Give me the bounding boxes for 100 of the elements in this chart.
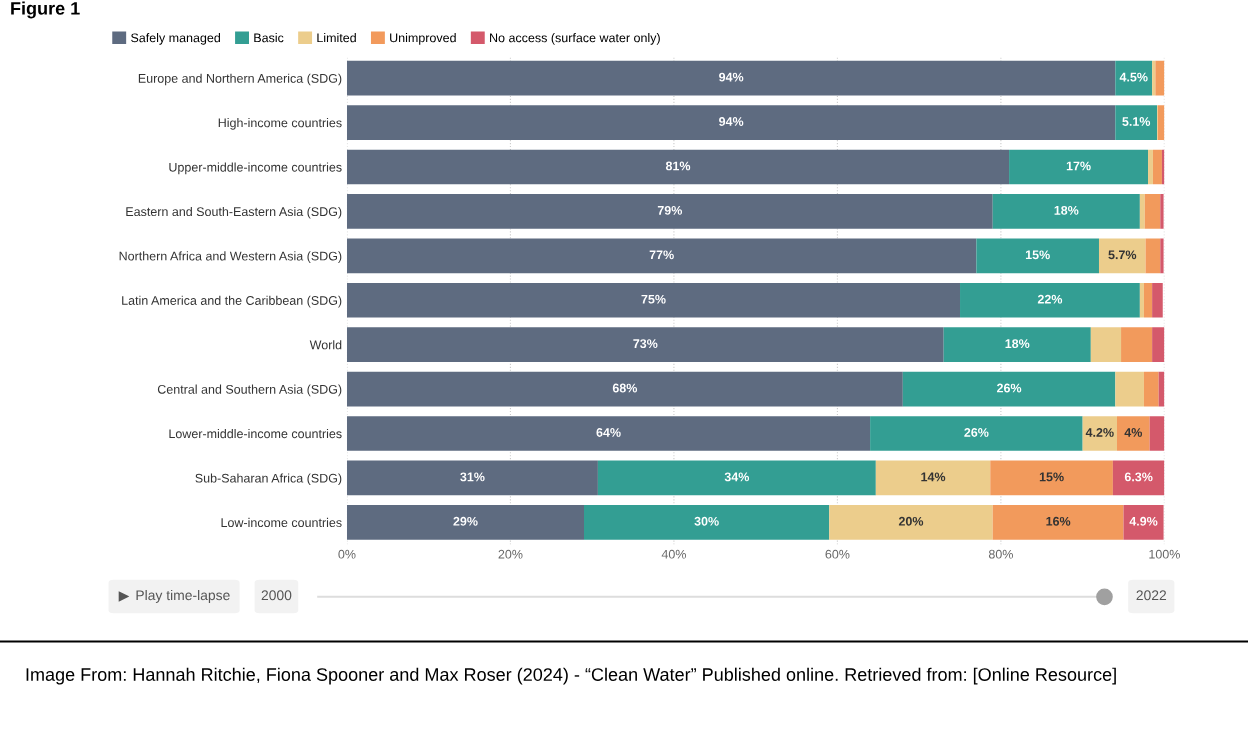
bar [584,505,830,540]
bar [1152,327,1165,363]
data-label: 81% [665,161,691,171]
bar [829,505,993,540]
data-label: 31% [460,472,485,482]
bar [346,238,977,274]
text: Image From: Hannah Ritchie, Fiona Spooner and Max Roser (2024) - “Clean Water” Published online. Retrieved from: [Online Resource] [26,667,1116,685]
data-label: 17% [1066,161,1091,171]
data-label: 4.9% [1129,516,1158,526]
bar [346,460,598,496]
y-tick-label: Northern Africa and Western Asia (SDG) [119,251,342,263]
y-tick-label: Upper-middle-income countries [169,162,342,175]
bar [597,460,876,496]
bar [346,149,1010,185]
bar [346,327,944,363]
bar [875,460,991,496]
y-tick-label: Low-income countries [221,517,342,528]
data-label: 20% [898,516,924,526]
data-label: 18% [1005,339,1030,349]
bar [346,282,961,318]
y-tick-label: High-income countries [218,118,342,130]
y-tick-label: Eastern and South-Eastern Asia (SDG) [126,206,342,219]
bar [1143,282,1153,318]
data-label: 64% [596,428,621,437]
text: Figure 1 [11,1,80,19]
data-label: 73% [633,339,658,349]
bar [902,371,1116,407]
data-label: 5.1% [1122,117,1151,126]
bar [1112,460,1165,496]
data-label: 94% [719,117,744,126]
bar [1143,371,1159,407]
x-tick-label: 40% [661,549,686,559]
bar [992,194,1140,229]
text: 2022 [1136,590,1167,601]
bar [1009,149,1149,185]
data-label: 15% [1025,250,1050,260]
data-label: 29% [453,516,478,526]
bar [1155,60,1165,96]
data-label: 14% [921,472,946,482]
bar [1152,282,1163,318]
bar [960,282,1140,318]
data-label: 4.5% [1119,72,1148,82]
data-label: 94% [719,72,744,82]
data-label: 26% [964,428,989,437]
y-tick-label: Central and Southern Asia (SDG) [157,384,342,397]
data-label: 34% [724,472,750,482]
bar [1160,238,1164,274]
legend-label: Limited [317,33,356,43]
data-label: 79% [657,205,683,215]
text: 2000 [261,590,292,601]
bar [1144,194,1161,229]
data-label: 77% [649,250,674,260]
legend-label: No access (surface water only) [490,33,660,45]
legend-label: Basic [254,33,284,43]
bar [1115,371,1144,407]
bar [1148,149,1153,185]
data-label: 5.7% [1108,250,1137,260]
bar [346,416,871,451]
legend-label: Unimproved [390,33,456,45]
data-label: 22% [1037,294,1063,304]
bar [1123,505,1164,540]
bar [346,371,903,407]
bar [992,505,1124,540]
bar [1152,149,1162,185]
x-tick-label: 0% [338,549,356,559]
bar [1145,238,1161,274]
x-tick-label: 100% [1149,549,1180,559]
y-tick-label: Latin America and the Caribbean (SDG) [122,295,342,308]
bar [1139,282,1144,318]
bar [1115,60,1153,96]
bar [1152,60,1156,96]
bar [870,416,1083,451]
legend-label: Safely managed [131,33,220,45]
data-label: 30% [694,516,719,526]
data-label: 68% [612,383,638,393]
y-tick-label: Sub-Saharan Africa (SDG) [195,473,342,486]
data-label: 26% [997,383,1022,393]
x-tick-label: 60% [825,549,850,559]
y-tick-label: Lower-middle-income countries [169,429,342,439]
data-label: 18% [1054,205,1079,215]
bar [1115,105,1158,140]
bar [943,327,1091,363]
bar [976,238,1099,274]
bar [346,194,993,229]
bar [1139,194,1145,229]
text: Play time-lapse [136,589,230,603]
bar [346,105,1116,140]
data-label: 4% [1124,428,1143,437]
bar [1090,327,1122,363]
data-label: 6.3% [1124,472,1153,482]
bar [1082,416,1117,451]
bar [1157,105,1165,140]
data-label: 15% [1039,472,1064,482]
bar [1116,416,1150,451]
bar [1149,416,1165,451]
y-tick-label: Europe and Northern America (SDG) [138,73,342,86]
x-tick-label: 20% [498,549,523,559]
bar [990,460,1113,496]
bar [346,505,584,540]
bar [1160,194,1164,229]
